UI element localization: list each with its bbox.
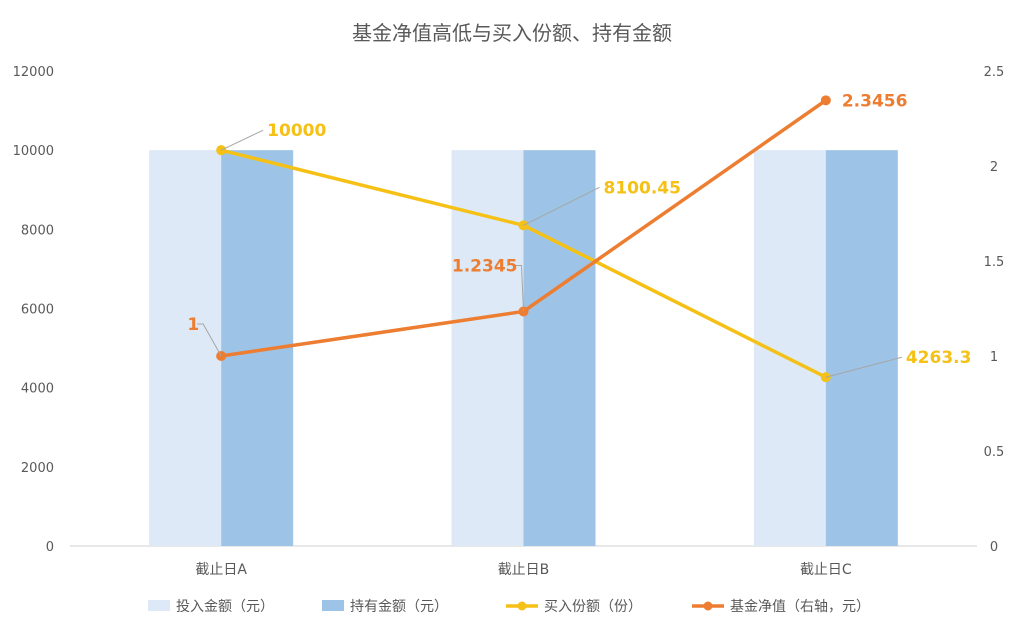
data-label: 10000 [267,121,326,141]
data-label: 4263.3 [906,348,972,368]
y-right-tick-label: 1 [990,350,998,365]
y-left-tick-label: 8000 [21,223,54,238]
y-right-tick-label: 0.5 [984,445,1005,460]
leader-line [515,264,524,312]
leader-line [523,186,600,226]
data-label: 1.2345 [452,256,518,276]
leader-line [197,323,222,357]
data-label: 1 [187,315,199,335]
x-tick-label: 截止日B [498,562,550,578]
legend-label: 持有金额（元） [350,599,448,615]
y-left-tick-label: 10000 [13,144,54,159]
legend-label: 买入份额（份） [544,599,642,615]
y-right-tick-label: 2.5 [984,65,1005,80]
legend-swatch [322,600,344,611]
bar [149,150,222,546]
legend-label: 基金净值（右轴，元） [730,598,870,615]
x-tick-label: 截止日C [800,562,852,578]
data-labels: 10000 8100.45 4263.3 1 1.2345 2.3456 [187,91,972,378]
bars [149,150,898,546]
legend-label: 投入金额（元） [176,599,274,615]
leader-line [220,129,264,151]
legend: 投入金额（元） 持有金额（元） 买入份额（份） 基金净值（右轴，元） [148,598,870,615]
legend-swatch [148,600,170,611]
y-left-tick-label: 4000 [21,382,54,397]
chart-title: 基金净值高低与买入份额、持有金额 [352,21,672,45]
x-tick-label: 截止日A [195,562,247,578]
data-label: 8100.45 [604,178,681,198]
y-right-tick-label: 2 [990,160,998,175]
series-point [820,95,831,106]
y-right-tick-label: 0 [990,540,998,555]
bar [825,150,898,546]
legend-marker [703,601,713,611]
axes: 0 2000 4000 6000 8000 10000 12000 0 0.5 1 1.5 2 2.5 截… [13,65,1005,578]
y-left-tick-label: 2000 [21,461,54,476]
y-left-tick-label: 6000 [21,303,54,318]
y-right-tick-label: 1.5 [984,255,1005,270]
y-left-tick-label: 12000 [13,65,54,80]
y-left-tick-label: 0 [46,540,54,555]
legend-marker [517,601,527,611]
data-label: 2.3456 [842,91,908,111]
leader-line [825,356,902,378]
bar [523,150,596,546]
